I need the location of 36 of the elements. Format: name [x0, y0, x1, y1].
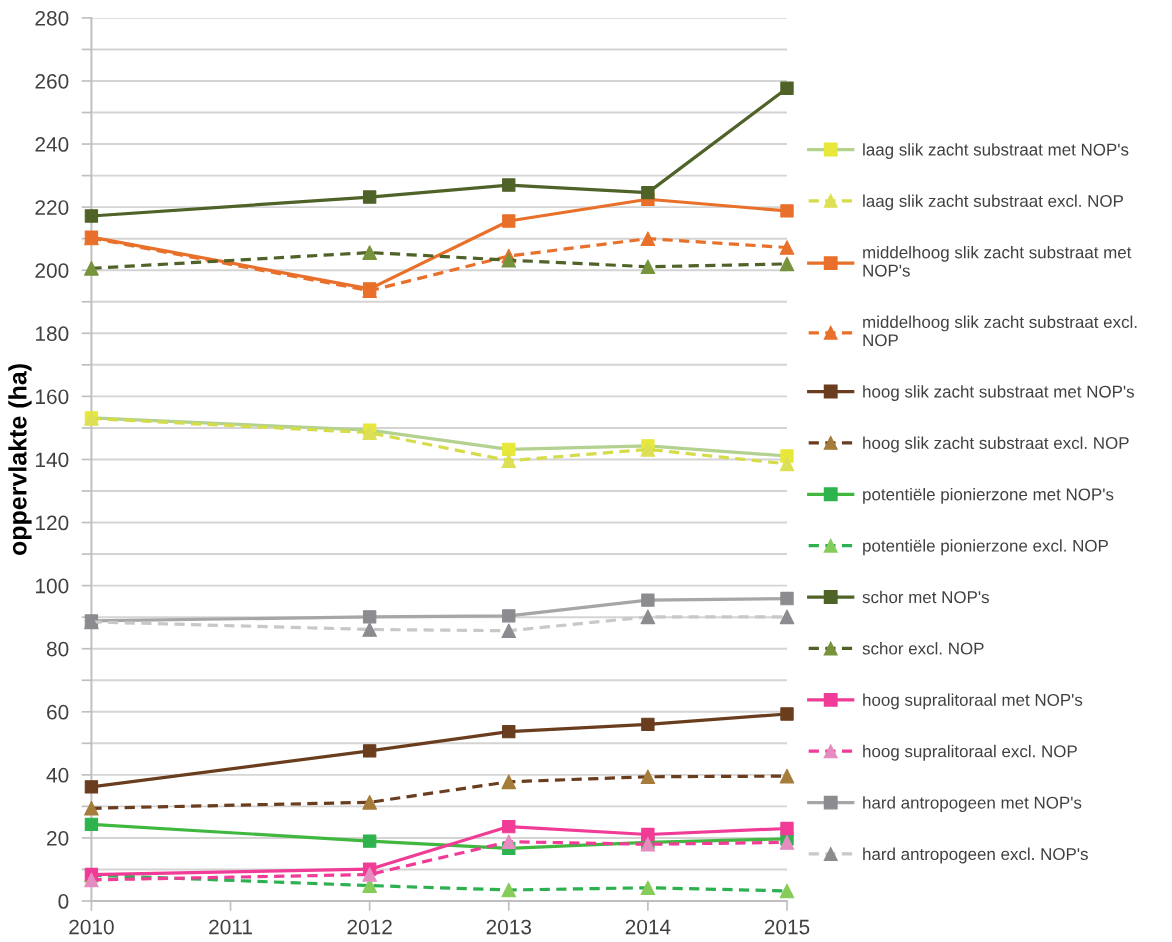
y-tick-label: 40 — [46, 767, 69, 783]
legend-label: laag slik zacht substraat met NOP's — [863, 143, 1129, 159]
y-tick-label: 220 — [35, 200, 69, 215]
x-tick-label: 2014 — [625, 919, 671, 935]
legend-label: potentiële pionierzone excl. NOP — [863, 539, 1108, 556]
y-tick-label: 180 — [36, 326, 69, 342]
y-tick-label: 20 — [47, 830, 69, 846]
y-tick-label: 260 — [35, 73, 69, 89]
y-tick-label: 140 — [36, 452, 69, 468]
legend-label: hoog supralitoraal excl. NOP — [863, 744, 1077, 761]
legend-label: hard antropogeen excl. NOP's — [863, 847, 1088, 864]
x-tick-label: 2015 — [764, 919, 810, 935]
legend-label: hoog slik zacht substraat met NOP's — [863, 385, 1135, 401]
x-tick-label: 2012 — [347, 919, 392, 935]
y-tick-label: 0 — [58, 894, 69, 909]
legend-label: middelhoog slik zacht substraat excl. NOP — [863, 315, 1137, 347]
legend-label: hoog supralitoraal met NOP's — [863, 693, 1083, 710]
y-tick-label: 60 — [47, 704, 69, 720]
legend-label: potentiële pionierzone met NOP's — [863, 487, 1114, 504]
legend-label: middelhoog slik zacht substraat met NOP's — [863, 245, 1132, 277]
legend-label: laag slik zacht substraat excl. NOP — [863, 194, 1123, 211]
x-tick-label: 2010 — [69, 919, 114, 935]
legend-label: hard antropogeen met NOP's — [863, 796, 1082, 813]
y-tick-label: 120 — [36, 515, 69, 531]
y-tick-label: 80 — [46, 641, 69, 657]
y-tick-label: 240 — [35, 137, 69, 152]
x-tick-label: 2013 — [486, 919, 532, 935]
legend-label: hoog slik zacht substraat excl. NOP — [863, 436, 1129, 453]
y-tick-label: 160 — [36, 389, 69, 405]
legend-label: schor met NOP's — [862, 590, 989, 604]
y-tick-label: 200 — [35, 263, 69, 278]
legend-label: schor excl. NOP — [862, 642, 984, 655]
y-tick-label: 100 — [36, 578, 69, 594]
y-tick-label: 280 — [35, 10, 69, 26]
x-tick-label: 2011 — [209, 919, 252, 935]
y-axis-title: oppervlakte (ha) — [8, 364, 32, 556]
